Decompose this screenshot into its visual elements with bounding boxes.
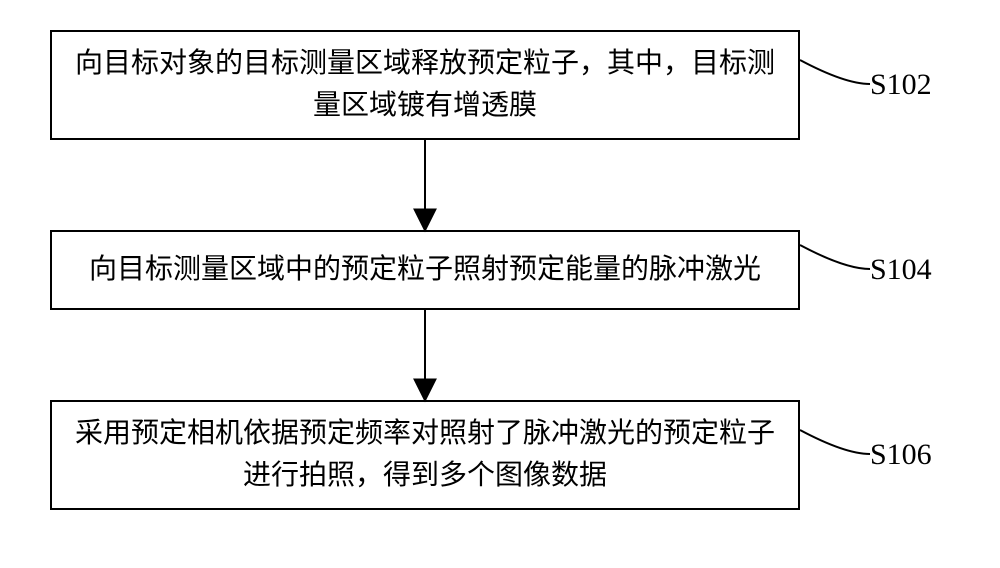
flow-node-2: 向目标测量区域中的预定粒子照射预定能量的脉冲激光 [50,230,800,310]
step-label-2: S104 [870,253,932,287]
flow-node-1: 向目标对象的目标测量区域释放预定粒子，其中，目标测量区域镀有增透膜 [50,30,800,140]
label-connector-2 [800,245,870,269]
label-connector-1 [800,60,870,84]
flowchart-canvas: 向目标对象的目标测量区域释放预定粒子，其中，目标测量区域镀有增透膜向目标测量区域… [0,0,1000,568]
step-label-1: S102 [870,68,932,102]
label-connector-3 [800,430,870,454]
step-label-3: S106 [870,438,932,472]
flow-node-3: 采用预定相机依据预定频率对照射了脉冲激光的预定粒子进行拍照，得到多个图像数据 [50,400,800,510]
